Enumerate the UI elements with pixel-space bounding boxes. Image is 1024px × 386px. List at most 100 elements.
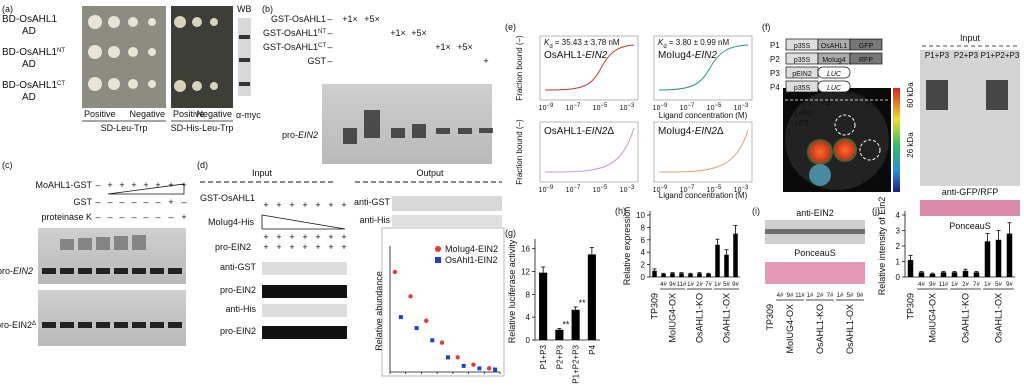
sample-label: 9# xyxy=(857,293,864,299)
label-part: = 35.43 ± 3.78 nM xyxy=(553,38,620,47)
data-point xyxy=(430,338,435,343)
label-part: −9 xyxy=(546,185,554,191)
blot-label: pro-EIN2 xyxy=(220,326,256,336)
panel-label: (d) xyxy=(197,160,208,170)
colony xyxy=(148,18,156,26)
data-point xyxy=(398,315,403,320)
label-part: GST-OsAHL1 xyxy=(263,42,318,52)
control-label: Negative xyxy=(196,109,232,119)
label-part: 10 xyxy=(593,105,601,112)
y-tick-label: 0 xyxy=(896,273,901,282)
x-tick-label: P4 xyxy=(588,344,597,354)
y-axis-label: Relative abundance xyxy=(374,271,384,351)
sample-label: 1# xyxy=(837,293,844,299)
x-tick-label: 10−5 xyxy=(593,103,608,112)
gel-band xyxy=(168,322,182,328)
label-part: −7 xyxy=(573,103,581,109)
data-point xyxy=(414,326,419,331)
antibody-label: anti-EIN2 xyxy=(796,208,834,218)
lane-mark: + xyxy=(263,232,268,242)
x-tick-label: 9# xyxy=(732,282,739,288)
data-point xyxy=(392,269,398,275)
significance: ** xyxy=(562,320,570,330)
group-label: OsAHL1-OX xyxy=(722,293,732,343)
x-tick-label: 5# xyxy=(995,282,1002,288)
gel-band xyxy=(436,128,450,134)
plot-frame xyxy=(653,35,753,101)
group-label: OsAHL1-KO xyxy=(695,293,705,343)
x-tick-label: 10−5 xyxy=(707,185,722,194)
lane-mark: + xyxy=(119,180,124,190)
bar xyxy=(733,233,738,277)
reagent-label: proteinase K xyxy=(41,212,92,222)
colony xyxy=(192,17,202,27)
data-point xyxy=(408,294,413,299)
bar xyxy=(715,244,720,277)
fit-curve xyxy=(658,129,749,173)
label-part: GST-OsAHL1 xyxy=(263,28,318,38)
legend-label: MoIug4-EIN2 xyxy=(445,244,498,254)
x-tick-label: 9# xyxy=(1006,282,1013,288)
x-tick-label: 11# xyxy=(677,282,687,288)
label-part: EIN2 xyxy=(695,50,718,61)
label-part: EIN2 xyxy=(298,130,318,140)
label-part: 10 xyxy=(620,187,628,194)
infiltration-spot xyxy=(833,138,857,162)
x-tick-label: 1# xyxy=(714,282,721,288)
colony xyxy=(88,15,102,29)
marker-label: 26 kDa xyxy=(906,132,915,158)
x-axis-label: Ligand concentration (M) xyxy=(659,111,748,120)
bar xyxy=(907,259,914,277)
x-tick-label: 2# xyxy=(696,282,703,288)
label-part: 10 xyxy=(680,187,688,194)
medium-label: SD-His-Leu-Trp xyxy=(171,123,234,133)
label-part: −9 xyxy=(546,103,554,109)
construct-part: MoIug4 xyxy=(822,57,845,64)
antibody-label: α-myc xyxy=(236,110,261,120)
bar xyxy=(724,254,729,277)
lane-mark: – xyxy=(107,212,112,222)
label-part: 10 xyxy=(566,187,574,194)
group-label: MoIUG4-OX xyxy=(928,293,938,343)
lane-mark: +1× xyxy=(435,42,451,52)
construct-label: AD xyxy=(22,92,36,103)
label-part: 10 xyxy=(707,187,715,194)
lane-mark: + xyxy=(168,197,173,207)
construct-part: RFP xyxy=(859,57,873,64)
gel-band xyxy=(96,237,110,250)
label-part: GST-OsAHL1 xyxy=(271,14,326,24)
label-part: pro- xyxy=(282,130,298,140)
label-part: BD-OsAHL1 xyxy=(2,80,57,91)
lane-mark: + xyxy=(315,200,320,210)
colony xyxy=(128,47,138,57)
lane-mark: + xyxy=(315,232,320,242)
construct-id: P3 xyxy=(770,69,780,78)
label-part: 10 xyxy=(734,187,742,194)
y-axis-label: Relative intensity of Ein2 xyxy=(877,197,887,296)
gel-band xyxy=(60,268,74,274)
gel-band xyxy=(114,268,128,274)
x-tick-label: 10−9 xyxy=(653,103,668,112)
panel-label: (h) xyxy=(615,206,626,216)
label-part: CT xyxy=(57,81,65,87)
pair-label: MoIug4-EIN2Δ xyxy=(658,126,724,137)
legend-marker xyxy=(435,257,441,263)
lane-mark: + xyxy=(107,180,112,190)
gradient-triangle xyxy=(261,214,346,230)
colony xyxy=(174,16,186,28)
lane-mark: – xyxy=(131,212,136,222)
label-part: NT xyxy=(318,29,326,35)
label-part: −9 xyxy=(660,103,668,109)
label-part: 10 xyxy=(620,105,628,112)
spot-label: +P3 xyxy=(794,119,809,128)
y-axis-label: Fraction bound (–) xyxy=(515,119,524,185)
sample-label: 1# xyxy=(807,293,814,299)
probe-label: pro-EIN2 xyxy=(282,130,318,140)
control-label: Positive xyxy=(173,109,205,119)
label-part: EIN2 xyxy=(585,126,608,137)
bar xyxy=(688,273,693,277)
lane-mark: + xyxy=(302,232,307,242)
label-part: EIN2 xyxy=(585,50,608,61)
protein-label: GST-OsAHL1 xyxy=(271,14,326,24)
emsa-gel xyxy=(38,228,186,284)
